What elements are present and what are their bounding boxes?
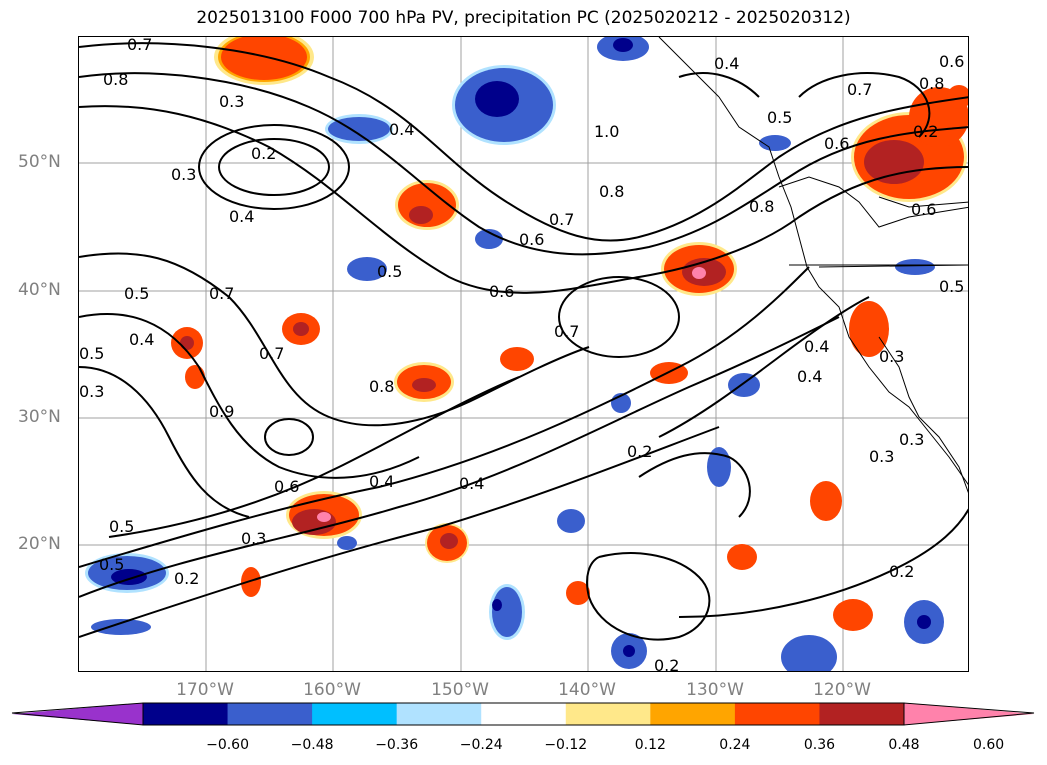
- svg-text:0.5: 0.5: [939, 277, 964, 296]
- colorbar-extend-low: [12, 703, 143, 725]
- svg-text:0.3: 0.3: [219, 92, 244, 111]
- svg-text:0.7: 0.7: [554, 322, 579, 341]
- svg-text:0.2: 0.2: [174, 569, 199, 588]
- svg-text:0.3: 0.3: [241, 529, 266, 548]
- svg-text:0.4: 0.4: [714, 54, 739, 73]
- positive-precip-areas: [171, 37, 968, 631]
- map-panel: 0.7 0.8 0.3 0.2 0.3 0.4 0.5 0.4 0.4 0.5 …: [78, 36, 969, 672]
- colorbar-tick-label: −0.48: [290, 737, 334, 753]
- colorbar-segment: [481, 703, 567, 725]
- svg-text:0.8: 0.8: [103, 70, 128, 89]
- svg-text:0.3: 0.3: [171, 165, 196, 184]
- svg-text:0.5: 0.5: [767, 108, 792, 127]
- map-canvas: 0.7 0.8 0.3 0.2 0.3 0.4 0.5 0.4 0.4 0.5 …: [79, 37, 968, 672]
- pv-contours: [79, 42, 968, 641]
- svg-text:0.4: 0.4: [804, 337, 829, 356]
- lon-label-130w: 130°W: [686, 680, 744, 700]
- colorbar-tick-label: 0.48: [888, 737, 920, 753]
- svg-text:0.6: 0.6: [939, 52, 964, 71]
- svg-text:0.4: 0.4: [369, 472, 394, 491]
- svg-text:0.3: 0.3: [879, 347, 904, 366]
- svg-text:0.6: 0.6: [489, 282, 514, 301]
- lat-label-50n: 50°N: [18, 152, 61, 172]
- svg-text:0.8: 0.8: [599, 182, 624, 201]
- svg-text:0.5: 0.5: [377, 262, 402, 281]
- lat-label-30n: 30°N: [18, 407, 61, 427]
- colorbar-segment: [227, 703, 313, 725]
- colorbar-segment: [650, 703, 736, 725]
- colorbar-tick-label: −0.60: [206, 737, 249, 753]
- svg-text:0.7: 0.7: [259, 344, 284, 363]
- svg-text:0.2: 0.2: [251, 144, 276, 163]
- svg-text:0.6: 0.6: [274, 477, 299, 496]
- svg-text:0.7: 0.7: [127, 37, 152, 54]
- svg-text:0.2: 0.2: [627, 442, 652, 461]
- svg-text:0.6: 0.6: [519, 230, 544, 249]
- svg-text:0.2: 0.2: [913, 122, 938, 141]
- svg-text:0.3: 0.3: [899, 430, 924, 449]
- svg-text:0.8: 0.8: [919, 74, 944, 93]
- colorbar-tick-label: 0.12: [634, 737, 666, 753]
- colorbar-tick-label: 0.36: [803, 737, 836, 753]
- svg-text:0.4: 0.4: [389, 120, 414, 139]
- colorbar-segment: [819, 703, 905, 725]
- svg-text:0.8: 0.8: [369, 377, 394, 396]
- svg-text:0.5: 0.5: [79, 344, 104, 363]
- svg-text:0.5: 0.5: [109, 517, 134, 536]
- colorbar-tick-label: −0.24: [459, 737, 503, 753]
- svg-text:0.4: 0.4: [459, 474, 484, 493]
- svg-text:0.7: 0.7: [549, 210, 574, 229]
- svg-text:0.7: 0.7: [847, 80, 872, 99]
- svg-text:0.6: 0.6: [824, 134, 849, 153]
- colorbar-segment: [396, 703, 482, 725]
- colorbar-tick-label: 0.60: [972, 737, 1005, 753]
- negative-precip-areas: [85, 37, 944, 671]
- lon-label-170w: 170°W: [176, 680, 234, 700]
- figure-title: 2025013100 F000 700 hPa PV, precipitatio…: [196, 8, 851, 28]
- svg-text:0.4: 0.4: [797, 367, 822, 386]
- svg-text:0.6: 0.6: [911, 200, 936, 219]
- lon-label-140w: 140°W: [558, 680, 616, 700]
- colorbar-segment: [565, 703, 651, 725]
- svg-text:0.2: 0.2: [889, 562, 914, 581]
- svg-text:0.8: 0.8: [749, 197, 774, 216]
- lon-label-120w: 120°W: [813, 680, 871, 700]
- svg-text:0.3: 0.3: [79, 382, 104, 401]
- svg-text:0.5: 0.5: [124, 284, 149, 303]
- contour-labels: 0.7 0.8 0.3 0.2 0.3 0.4 0.5 0.4 0.4 0.5 …: [79, 37, 964, 672]
- lat-label-20n: 20°N: [18, 534, 61, 554]
- colorbar-segment: [734, 703, 820, 725]
- lon-label-150w: 150°W: [431, 680, 489, 700]
- colorbar-segments: [12, 703, 1034, 725]
- svg-text:0.4: 0.4: [229, 207, 254, 226]
- svg-text:0.4: 0.4: [129, 330, 154, 349]
- svg-text:0.7: 0.7: [209, 284, 234, 303]
- colorbar-extend-high: [904, 703, 1034, 725]
- svg-text:0.5: 0.5: [99, 555, 124, 574]
- svg-text:0.2: 0.2: [654, 656, 679, 672]
- colorbar-tick-label: −0.12: [544, 737, 588, 753]
- colorbar-segment: [143, 703, 229, 725]
- lon-label-160w: 160°W: [303, 680, 361, 700]
- svg-text:0.3: 0.3: [869, 447, 894, 466]
- colorbar-segment: [312, 703, 398, 725]
- svg-text:0.9: 0.9: [209, 402, 234, 421]
- colorbar-tick-label: 0.24: [719, 737, 751, 753]
- svg-text:1.0: 1.0: [594, 122, 619, 141]
- lat-label-40n: 40°N: [18, 280, 61, 300]
- colorbar-tick-label: −0.36: [375, 737, 419, 753]
